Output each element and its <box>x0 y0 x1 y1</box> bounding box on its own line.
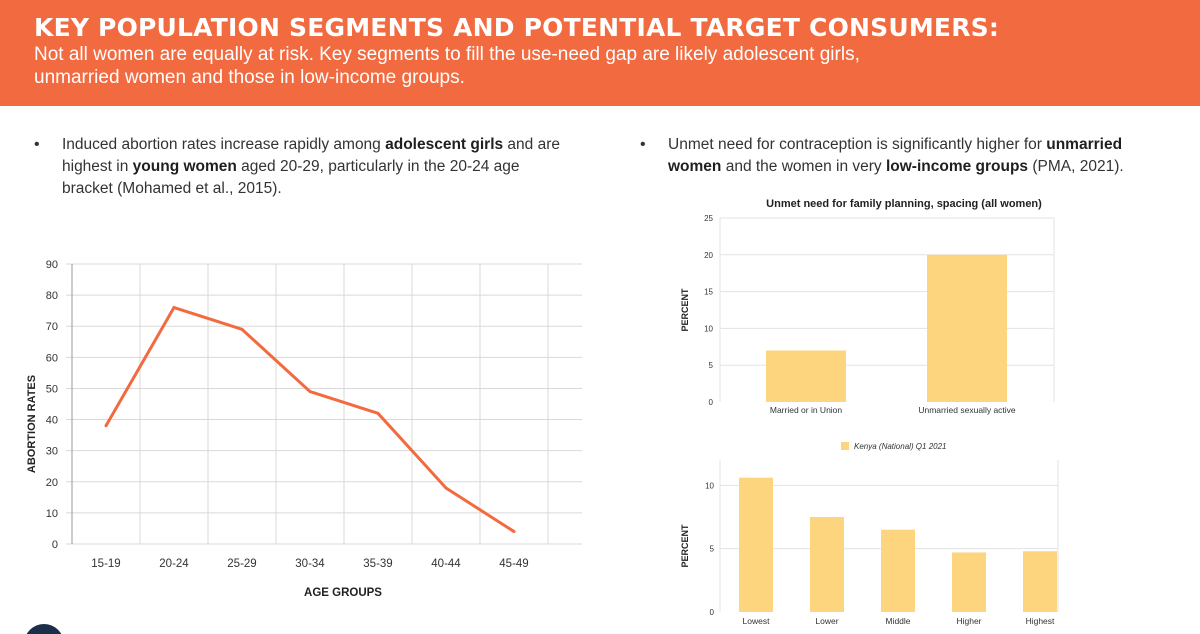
bullet-text: Induced abortion rates increase rapidly … <box>62 136 386 153</box>
x-tick-label: 25-29 <box>227 558 256 570</box>
y-tick-label: 20 <box>46 477 58 489</box>
bullet-dot: • <box>640 136 646 153</box>
page-subtitle-line-1: Not all women are equally at risk. Key s… <box>34 44 860 65</box>
bar <box>952 552 986 612</box>
page-subtitle-line-2: unmarried women and those in low-income … <box>34 67 465 88</box>
x-tick-label: 30-34 <box>295 558 325 570</box>
bullet-text: aged 20-29, particularly in the 20-24 ag… <box>62 158 520 197</box>
data-point <box>240 327 244 331</box>
y-tick-label: 25 <box>704 214 713 223</box>
y-tick-label: 10 <box>705 481 714 490</box>
data-point <box>172 306 176 310</box>
header-banner: KEY POPULATION SEGMENTS AND POTENTIAL TA… <box>0 0 1200 106</box>
bullet-bold-text: adolescent girls <box>385 136 504 153</box>
y-tick-label: 90 <box>46 259 58 271</box>
x-tick-label: Married or in Union <box>770 405 843 415</box>
data-point <box>308 390 312 394</box>
data-point <box>444 486 448 490</box>
bar <box>739 477 773 612</box>
unmet-need-by-income-chart: Kenya (National) Q1 2021 0 5 10 Lowest Lower M… <box>680 442 1059 626</box>
y-tick-label: 40 <box>46 415 58 427</box>
bar <box>927 254 1007 402</box>
y-tick-label: 0 <box>709 398 714 407</box>
bullet-bold-text: low-income groups <box>885 158 1029 175</box>
y-axis-title: ABORTION RATES <box>26 375 38 473</box>
bullet-unmet-need: • Unmet need for contraception is signif… <box>640 134 1168 178</box>
y-tick-label: 0 <box>52 539 58 551</box>
x-axis-title: AGE GROUPS <box>304 587 382 599</box>
y-tick-label: 80 <box>46 290 58 302</box>
y-tick-label: 50 <box>46 383 58 395</box>
y-tick-label: 10 <box>46 508 58 520</box>
y-axis-title: PERCENT <box>680 524 690 568</box>
page-title: KEY POPULATION SEGMENTS AND POTENTIAL TA… <box>34 13 1000 42</box>
x-tick-label: Middle <box>885 616 910 626</box>
x-tick-label: 20-24 <box>159 558 189 570</box>
chart-title: Unmet need for family planning, spacing … <box>766 198 1042 210</box>
x-tick-label: 15-19 <box>91 558 120 570</box>
x-tick-label: Unmarried sexually active <box>918 405 1016 415</box>
y-tick-label: 15 <box>704 288 713 297</box>
bullet-text: and are highest in <box>62 136 561 175</box>
y-tick-label: 5 <box>709 361 714 370</box>
abortion-rates-line-chart: 0 10 20 30 40 50 60 70 80 90 15-19 20-24 25-29 30-34 3… <box>26 259 582 599</box>
bullet-text: and the women in very <box>721 158 886 175</box>
bar <box>881 529 915 612</box>
x-tick-label: 35-39 <box>363 558 392 570</box>
bullet-text: Unmet need for contraception is signific… <box>668 136 1047 153</box>
x-tick-label: 40-44 <box>431 558 461 570</box>
x-tick-label: Lowest <box>743 616 771 626</box>
organization-logo <box>24 624 64 634</box>
y-tick-label: 70 <box>46 321 58 333</box>
x-tick-label: Lower <box>815 616 838 626</box>
bullet-bold-text: unmarried women <box>668 136 1123 175</box>
y-tick-label: 30 <box>46 446 58 458</box>
x-tick-label: Highest <box>1026 616 1055 626</box>
bar <box>810 517 844 612</box>
bar <box>1023 551 1057 612</box>
bullet-bold-text: young women <box>132 158 237 175</box>
bar <box>766 350 846 402</box>
y-tick-label: 10 <box>704 324 713 333</box>
unmet-need-by-marital-status-chart: Unmet need for family planning, spacing … <box>680 198 1055 415</box>
data-point <box>376 411 380 415</box>
y-tick-label: 5 <box>710 545 715 554</box>
data-point <box>104 424 108 428</box>
x-tick-label: 45-49 <box>499 558 528 570</box>
bullet-abortion-rates: • Induced abortion rates increase rapidl… <box>34 134 562 200</box>
x-tick-label: Higher <box>956 616 981 626</box>
y-tick-label: 20 <box>704 251 713 260</box>
data-point <box>512 530 516 534</box>
y-tick-label: 0 <box>710 608 715 617</box>
bullet-dot: • <box>34 136 40 153</box>
legend-label: Kenya (National) Q1 2021 <box>854 442 947 451</box>
legend-swatch <box>841 442 849 450</box>
y-axis-title: PERCENT <box>680 288 690 332</box>
bullet-text: (PMA, 2021). <box>1028 158 1124 175</box>
y-tick-label: 60 <box>46 352 58 364</box>
